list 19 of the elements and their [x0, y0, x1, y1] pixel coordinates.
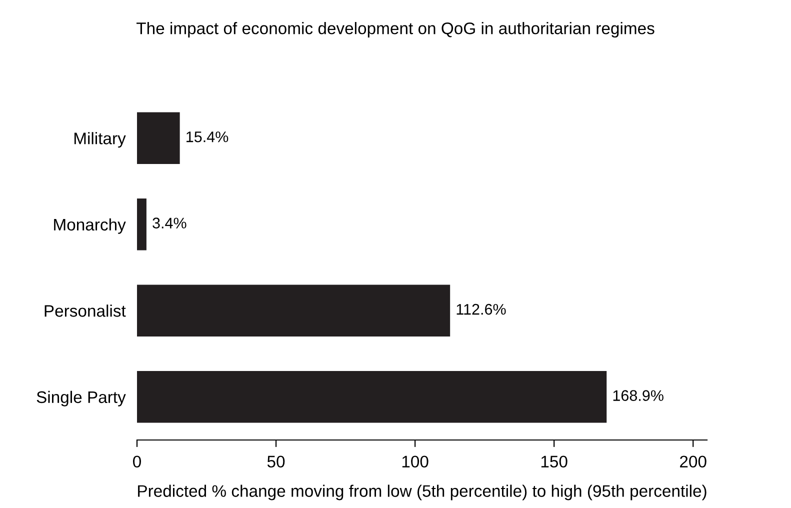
x-tick-label: 150 — [541, 456, 568, 468]
bar — [137, 284, 450, 336]
data-label: 112.6% — [456, 304, 506, 315]
x-tick-label: 100 — [402, 456, 428, 468]
bar — [137, 371, 607, 423]
y-tick-label: Monarchy — [54, 218, 126, 234]
data-label: 15.4% — [186, 131, 228, 142]
x-axis-title: Predicted % change moving from low (5th percentile) to high (95th percentile) — [138, 484, 706, 500]
bar — [137, 112, 180, 164]
x-tick-label: 0 — [133, 456, 141, 468]
y-tick-label: Personalist — [44, 304, 126, 317]
chart-title: The impact of economic development on QoG in authoritarian regimes — [136, 22, 654, 38]
data-label: 3.4% — [152, 218, 186, 228]
x-tick-label: 200 — [680, 456, 706, 468]
bar — [137, 198, 146, 250]
data-label: 168.9% — [613, 390, 664, 401]
y-tick-label: Military — [74, 132, 126, 148]
x-tick-label: 50 — [267, 456, 285, 468]
y-tick-label: Single Party — [36, 390, 126, 406]
